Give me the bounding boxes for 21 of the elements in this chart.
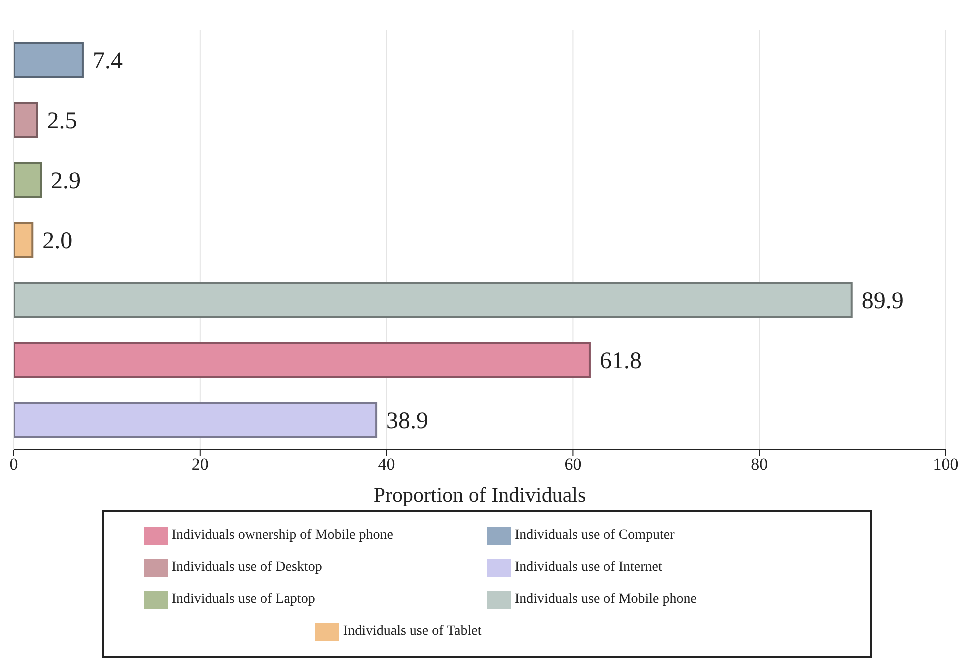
x-axis-title: Proportion of Individuals: [374, 483, 586, 507]
legend-label: Individuals use of Tablet: [343, 624, 482, 640]
x-tick-label: 20: [192, 455, 209, 474]
data-label: 2.5: [47, 108, 78, 135]
legend-label: Individuals use of Mobile phone: [515, 592, 697, 608]
legend-label: Individuals use of Desktop: [172, 560, 322, 576]
data-label: 89.9: [862, 288, 904, 315]
x-tick-label: 40: [378, 455, 396, 474]
x-tick-label: 100: [933, 455, 959, 474]
legend-label: Individuals ownership of Mobile phone: [172, 528, 394, 544]
x-tick-label: 0: [10, 455, 18, 474]
data-label: 61.8: [600, 348, 642, 375]
data-label: 2.0: [42, 228, 73, 255]
legend-label: Individuals use of Computer: [515, 528, 675, 544]
data-label: 2.9: [51, 168, 82, 195]
data-label: 7.4: [92, 48, 123, 75]
data-label: 38.9: [386, 408, 429, 435]
x-tick-label: 60: [564, 455, 582, 474]
legend-label: Individuals use of Internet: [515, 560, 662, 576]
legend-label: Individuals use of Laptop: [172, 592, 316, 608]
x-tick-label: 80: [751, 455, 768, 474]
